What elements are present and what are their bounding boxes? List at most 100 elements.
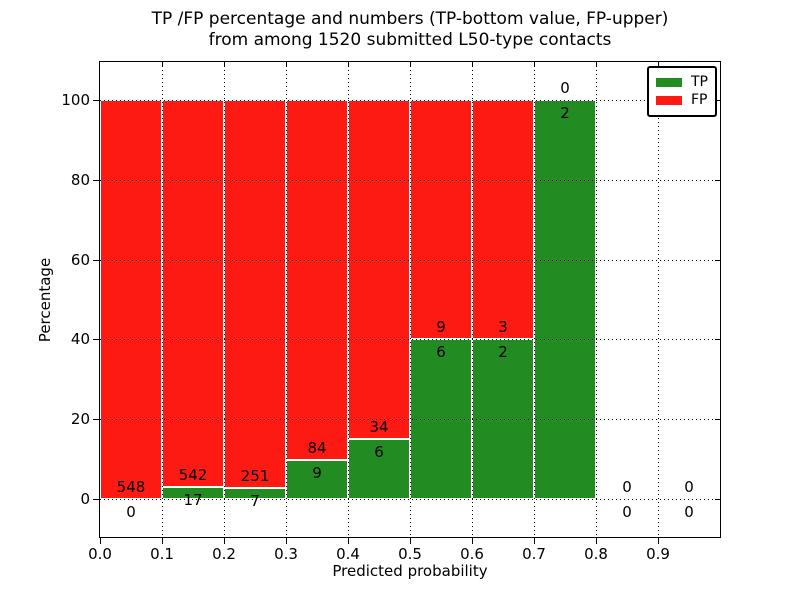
gridline-x-0.1: [161, 62, 163, 537]
bar-fp-0.2: [224, 100, 286, 489]
tick-label-x-0.4: 0.4: [336, 545, 360, 563]
tick-x-0.8: [596, 538, 597, 544]
label-tp-count-0.1: 17: [183, 490, 203, 509]
legend: TP FP: [647, 66, 717, 117]
bar-tp-0.3: [286, 460, 348, 499]
label-fp-count-0.2: 251: [240, 467, 270, 486]
label-fp-count-0: 548: [116, 478, 146, 496]
label-fp-count-0.3: 84: [307, 439, 327, 458]
label-tp-count-0: 0: [126, 503, 136, 521]
gridline-y-0: [100, 499, 720, 500]
tick-right-40: [715, 339, 720, 341]
label-fp-count-0.1: 542: [178, 465, 208, 484]
bar-tp-0.7: [534, 100, 596, 499]
tick-top-0.1: [162, 62, 163, 66]
tick-label-y-20: 20: [70, 410, 90, 429]
tick-top-0.9: [658, 62, 659, 66]
label-fp-count-0.9: 0: [684, 478, 694, 496]
tick-x-0.6: [472, 538, 473, 544]
gridline-x-0.9: [657, 62, 659, 537]
tick-y-60: [93, 259, 99, 261]
gridline-x-0.5: [409, 62, 411, 537]
tick-label-x-0.8: 0.8: [584, 545, 608, 563]
tick-label-x-0.6: 0.6: [460, 545, 484, 563]
tick-right-100: [715, 100, 720, 101]
tick-x-0.5: [410, 538, 411, 544]
legend-swatch-tp: [656, 78, 682, 87]
gridline-x-0.8: [595, 62, 597, 537]
label-fp-count-0.4: 34: [369, 418, 389, 437]
tick-label-y-100: 100: [61, 91, 90, 109]
label-fp-count-0.5: 9: [436, 318, 446, 337]
chart-title-line1: TP /FP percentage and numbers (TP-bottom…: [151, 9, 669, 29]
gridline-y-20: [100, 419, 720, 421]
tick-top-0.3: [286, 62, 287, 66]
tick-right-0: [715, 499, 720, 500]
gridline-x-0.2: [223, 62, 225, 537]
tick-x-0.1: [162, 538, 163, 544]
tick-x-0.7: [534, 538, 535, 544]
tick-x-0.4: [348, 538, 349, 544]
label-tp-count-0.9: 0: [684, 503, 694, 521]
tick-label-x-0.5: 0.5: [398, 545, 422, 563]
chart-title-line2: from among 1520 submitted L50-type conta…: [208, 30, 612, 50]
label-fp-count-0.7: 0: [560, 79, 570, 97]
tick-label-y-0: 0: [80, 490, 90, 508]
plot-inner: 548 0 542 17 251 7 84 9 34 6 9 6 3 2 0 2 0 0 0 0: [100, 62, 720, 537]
tick-y-80: [93, 179, 99, 181]
tick-label-x-0.1: 0.1: [150, 545, 174, 563]
tick-top-0.6: [472, 62, 473, 66]
label-tp-count-0.6: 2: [498, 343, 508, 362]
tick-top-0.7: [534, 62, 535, 66]
label-fp-count-0.6: 3: [498, 318, 508, 337]
tick-top-0.4: [348, 62, 349, 66]
tick-label-x-0.0: 0.0: [88, 545, 112, 563]
gridline-y-40: [100, 339, 720, 341]
tick-top-0.5: [410, 62, 411, 66]
tick-label-y-40: 40: [70, 330, 90, 349]
tick-x-0.0: [100, 538, 101, 544]
legend-label-tp: TP: [691, 74, 708, 90]
gridline-x-0.6: [471, 62, 473, 537]
label-tp-count-0.4: 6: [374, 443, 384, 462]
tick-label-x-0.9: 0.9: [646, 545, 670, 563]
tick-x-0.2: [224, 538, 225, 544]
gridline-x-0.7: [533, 62, 535, 537]
label-tp-count-0.2: 7: [250, 492, 260, 511]
gridline-x-0.4: [347, 62, 349, 537]
legend-label-fp: FP: [691, 92, 708, 108]
gridline-x-0.3: [285, 62, 287, 537]
bar-fp-0.6: [472, 100, 534, 340]
label-tp-count-0.8: 0: [622, 503, 632, 521]
tick-top-0.2: [224, 62, 225, 66]
legend-item-tp: TP: [656, 75, 708, 90]
legend-item-fp: FP: [656, 93, 708, 108]
gridline-y-80: [100, 179, 720, 181]
label-fp-count-0.8: 0: [622, 478, 632, 496]
bar-fp-0: [100, 100, 162, 499]
tick-y-20: [93, 419, 99, 421]
gridline-y-100: [100, 100, 720, 101]
tick-label-x-0.7: 0.7: [522, 545, 546, 563]
tick-y-100: [93, 100, 99, 101]
tick-right-20: [715, 419, 720, 421]
label-tp-count-0.3: 9: [312, 464, 322, 483]
tick-y-0: [93, 499, 99, 500]
bar-fp-0.4: [348, 100, 410, 440]
tick-x-0.9: [658, 538, 659, 544]
tick-label-y-60: 60: [70, 250, 90, 269]
tick-label-x-0.3: 0.3: [274, 545, 298, 563]
tick-y-40: [93, 339, 99, 341]
tick-top-0.8: [596, 62, 597, 66]
bar-fp-0.5: [410, 100, 472, 340]
chart-title: TP /FP percentage and numbers (TP-bottom…: [60, 9, 760, 51]
plot-area: 548 0 542 17 251 7 84 9 34 6 9 6 3 2 0 2 0 0 0 0: [99, 61, 721, 538]
bar-fp-0.1: [162, 100, 224, 487]
x-axis-label: Predicted probability: [332, 562, 488, 580]
bar-fp-0.3: [286, 100, 348, 461]
label-tp-count-0.7: 2: [560, 104, 570, 122]
tick-label-x-0.2: 0.2: [212, 545, 236, 563]
tick-label-y-80: 80: [70, 170, 90, 189]
gridline-y-60: [100, 259, 720, 261]
